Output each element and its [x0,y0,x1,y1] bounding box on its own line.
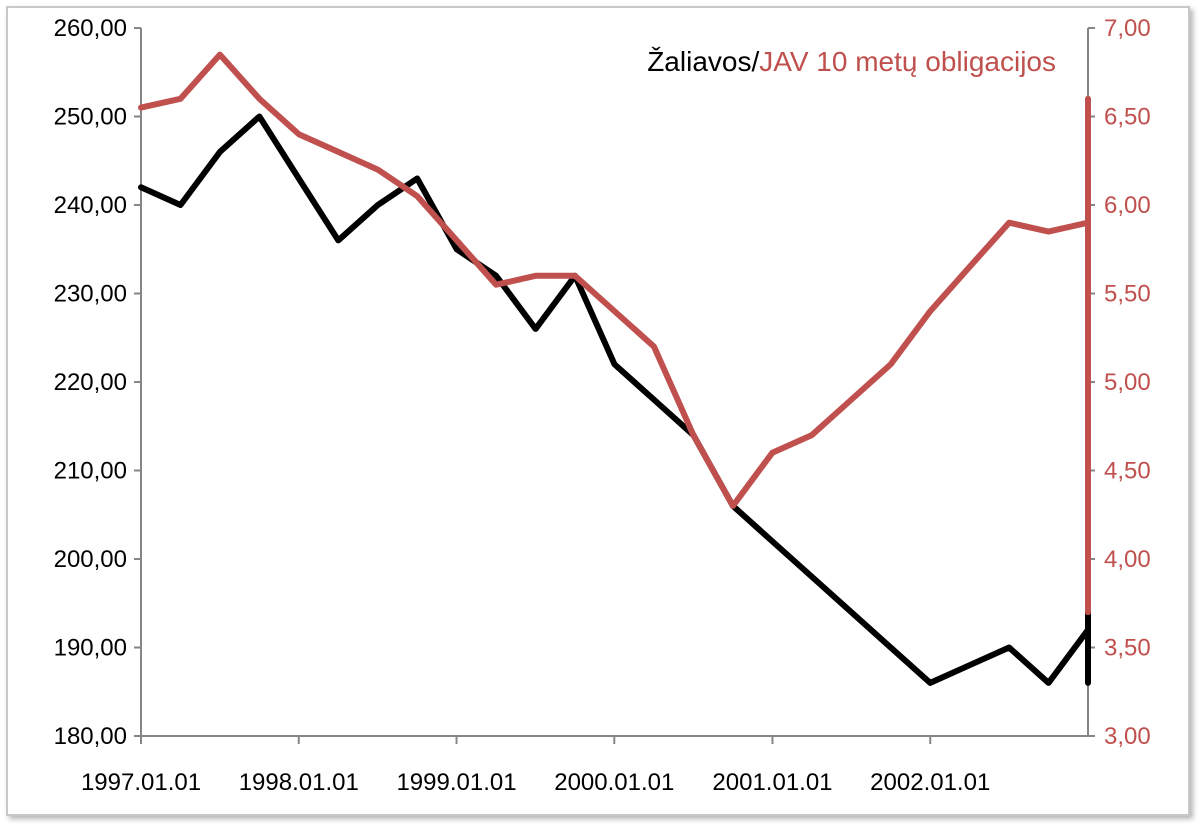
left-y-tick-label: 250,00 [54,104,127,131]
right-y-tick-label: 3,00 [1104,723,1151,750]
x-tick-label: 2000.01.01 [554,769,674,796]
chart-title: Žaliavos/JAV 10 metų obligacijos [647,46,1056,77]
right-y-tick-label: 3,50 [1104,635,1151,662]
right-y-tick-label: 5,50 [1104,281,1151,308]
right-y-tick-label: 4,00 [1104,546,1151,573]
left-y-tick-label: 260,00 [54,15,127,42]
left-y-tick-label: 230,00 [54,281,127,308]
right-y-tick-label: 6,00 [1104,192,1151,219]
left-y-tick-label: 190,00 [54,635,127,662]
right-y-tick-label: 5,00 [1104,369,1151,396]
chart-title-part1: Žaliavos/ [647,46,759,77]
tick-labels: 180,00 190,00 200,00 210,00 220,00 230,00 240,… [54,15,1151,796]
series-line-left [141,117,1088,683]
x-tick-label: 2002.01.01 [870,769,990,796]
axes [134,28,1095,744]
right-y-tick-label: 4,50 [1104,458,1151,485]
series-lines [141,55,1088,683]
chart-title-part2: JAV 10 metų obligacijos [759,46,1056,77]
left-y-tick-label: 240,00 [54,192,127,219]
x-tick-label: 2001.01.01 [712,769,832,796]
left-y-tick-label: 200,00 [54,546,127,573]
right-y-tick-label: 6,50 [1104,104,1151,131]
x-tick-label: 1999.01.01 [396,769,516,796]
left-y-tick-label: 210,00 [54,458,127,485]
x-tick-label: 1998.01.01 [239,769,359,796]
chart-frame: 180,00 190,00 200,00 210,00 220,00 230,00 240,… [6,6,1190,816]
series-line-right [141,55,1088,613]
x-tick-label: 1997.01.01 [81,769,201,796]
right-y-tick-label: 7,00 [1104,15,1151,42]
left-y-tick-label: 180,00 [54,723,127,750]
left-y-tick-label: 220,00 [54,369,127,396]
chart-svg: 180,00 190,00 200,00 210,00 220,00 230,00 240,… [8,8,1188,814]
